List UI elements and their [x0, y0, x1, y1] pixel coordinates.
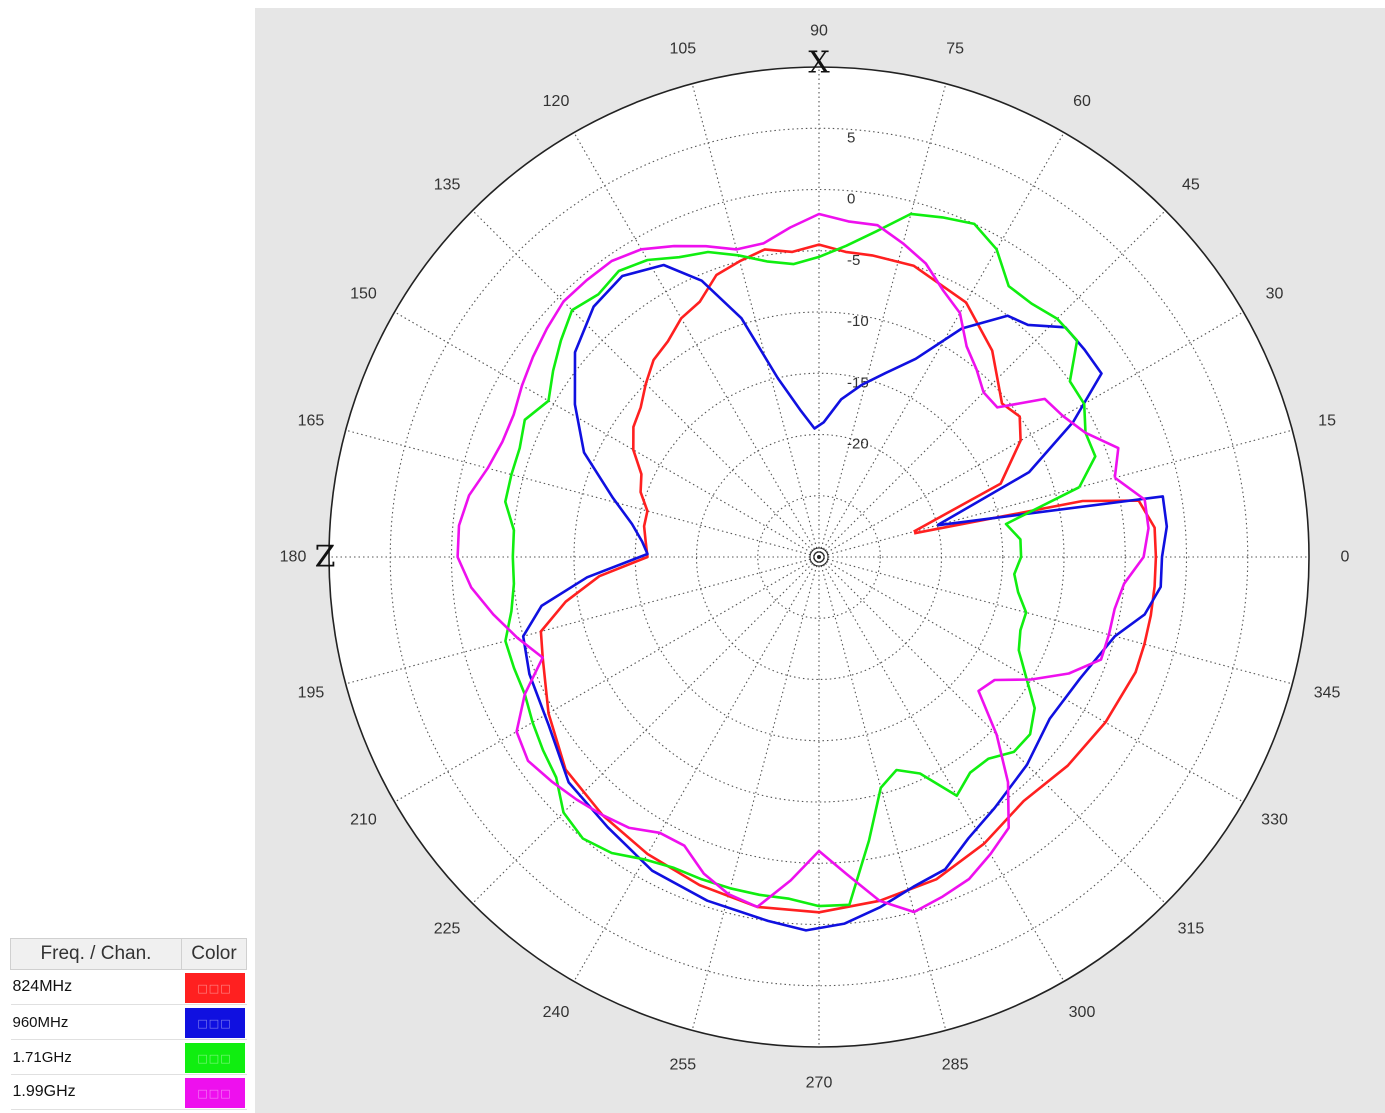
legend-label: 1.99GHz [10, 1074, 182, 1110]
angle-tick-label: 45 [1182, 177, 1200, 194]
legend-table: Freq. / Chan. Color 824MHz □□□ 960MHz □□… [10, 938, 247, 1110]
angle-tick-label: 105 [670, 40, 697, 57]
axis-letter: Z [315, 540, 336, 575]
legend-label: 960MHz [10, 1004, 182, 1040]
grid-circle [757, 495, 881, 619]
grid-circle [573, 311, 1065, 803]
angle-tick-label: 90 [810, 23, 828, 40]
polar-chart: 0 15 30 45 60 75 90 105 120 135 150 165 180 195 210 225… [280, 23, 1350, 1092]
series-line [504, 212, 1097, 908]
grid-spoke [818, 311, 1244, 558]
grid-spoke [345, 429, 820, 558]
legend-header-row: Freq. / Chan. Color [10, 938, 247, 970]
legend-swatch: □□□ [184, 1008, 245, 1038]
r-labels: 5 0 -5 -10 -15 -20 [847, 129, 869, 452]
angle-labels: 0 15 30 45 60 75 90 105 120 135 150 165 180 195 210 225… [280, 23, 1350, 1092]
grid-spoke [818, 556, 1065, 982]
legend-label: 1.71GHz [10, 1039, 182, 1075]
angle-tick-label: 180 [280, 549, 307, 566]
angle-tick-label: 0 [1341, 549, 1350, 566]
axis-letter: X [808, 46, 830, 81]
grid-spoke [818, 429, 1293, 558]
angle-tick-label: 210 [350, 812, 377, 829]
angle-tick-label: 150 [350, 286, 377, 303]
legend-row[interactable]: 824MHz □□□ [10, 969, 247, 1005]
series-line [521, 263, 1169, 932]
r-tick-label: -15 [847, 374, 869, 391]
legend-row[interactable]: 1.71GHz □□□ [10, 1039, 247, 1075]
plot-panel: 0 15 30 45 60 75 90 105 120 135 150 165 180 195 210 225… [255, 8, 1385, 1113]
angle-tick-label: 225 [434, 920, 461, 937]
grid-spoke [818, 556, 1244, 803]
grid-spoke [691, 556, 820, 1031]
angle-tick-label: 15 [1318, 412, 1336, 429]
legend-row[interactable]: 1.99GHz □□□ [10, 1074, 247, 1110]
grid-spoke [691, 83, 820, 558]
grid-spoke [573, 556, 820, 982]
grid-spoke [818, 556, 947, 1031]
grid-spoke [345, 556, 820, 685]
legend-header-color[interactable]: Color [181, 938, 247, 970]
series-line [539, 243, 1158, 914]
grid-circle [634, 372, 1004, 742]
angle-tick-label: 60 [1073, 93, 1091, 110]
grid-spoke [818, 132, 1065, 558]
legend-swatch: □□□ [184, 973, 245, 1003]
angle-tick-label: 240 [543, 1004, 570, 1021]
grid-spoke [818, 83, 947, 558]
grid-spoke [573, 132, 820, 558]
angle-tick-label: 75 [946, 40, 964, 57]
angle-tick-label: 135 [434, 177, 461, 194]
angle-tick-label: 330 [1261, 812, 1288, 829]
angle-tick-label: 30 [1266, 286, 1284, 303]
legend-label: 824MHz [10, 969, 182, 1005]
grid-spoke [472, 556, 820, 904]
axis-letters: XZ [315, 46, 831, 575]
grid-spoke [818, 210, 1166, 558]
legend-row[interactable]: 960MHz □□□ [10, 1004, 247, 1040]
angle-tick-label: 270 [806, 1075, 833, 1092]
grid-spoke [818, 556, 1293, 685]
grid-spoke [394, 311, 820, 558]
r-tick-label: 0 [847, 191, 855, 208]
angle-tick-label: 120 [543, 93, 570, 110]
angle-tick-label: 345 [1314, 685, 1341, 702]
angle-tick-label: 195 [298, 685, 325, 702]
r-tick-label: 5 [847, 129, 855, 146]
series-line [456, 212, 1150, 914]
angle-tick-label: 315 [1178, 920, 1205, 937]
origin-marker [809, 547, 829, 567]
r-tick-label: -5 [847, 252, 860, 269]
r-tick-label: -10 [847, 313, 869, 330]
grid-spokes [329, 67, 1309, 1047]
legend-swatch: □□□ [184, 1078, 245, 1108]
legend-swatch-cell[interactable]: □□□ [181, 1039, 247, 1075]
legend-header-freq[interactable]: Freq. / Chan. [10, 938, 182, 970]
grid-spoke [818, 556, 1166, 904]
series-lines [456, 212, 1169, 932]
angle-tick-label: 300 [1069, 1004, 1096, 1021]
angle-tick-label: 285 [942, 1057, 969, 1074]
r-tick-label: -20 [847, 436, 869, 453]
legend-swatch-cell[interactable]: □□□ [181, 1074, 247, 1110]
legend-swatch-cell[interactable]: □□□ [181, 1004, 247, 1040]
legend-swatch-cell[interactable]: □□□ [181, 969, 247, 1005]
angle-tick-label: 165 [298, 412, 325, 429]
grid-spoke [394, 556, 820, 803]
grid-spoke [472, 210, 820, 558]
legend-swatch: □□□ [184, 1043, 245, 1073]
angle-tick-label: 255 [670, 1057, 697, 1074]
grid-circle [450, 188, 1188, 926]
